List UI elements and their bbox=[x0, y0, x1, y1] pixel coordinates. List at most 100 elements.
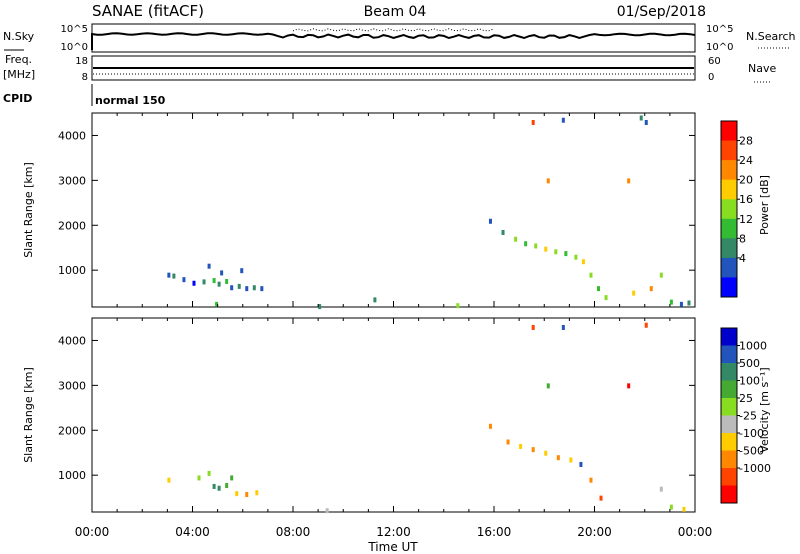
velocity-x-ticks bbox=[91, 318, 696, 512]
echo-point bbox=[579, 461, 583, 467]
station-title: SANAE (fitACF) bbox=[92, 2, 204, 20]
echo-point bbox=[167, 272, 171, 278]
echo-point bbox=[506, 439, 510, 445]
colorbar-swatch bbox=[721, 218, 737, 239]
echo-point bbox=[644, 119, 648, 125]
x-tick-label: 00:00 bbox=[678, 525, 713, 539]
freq-label: Freq. bbox=[5, 53, 32, 66]
echo-point bbox=[182, 277, 186, 283]
colorbar-swatch bbox=[721, 238, 737, 259]
colorbar-swatch bbox=[721, 277, 737, 298]
colorbar-frame bbox=[720, 120, 738, 298]
echo-point bbox=[531, 119, 535, 125]
noise-right-label: N.Search bbox=[746, 30, 796, 43]
cpid-mode: normal 150 bbox=[95, 94, 166, 107]
echo-point bbox=[546, 383, 550, 389]
echo-point bbox=[687, 300, 691, 306]
echo-point bbox=[215, 301, 219, 307]
colorbar-tick-label: -500 bbox=[739, 445, 764, 458]
colorbar-swatch bbox=[721, 363, 737, 381]
beam-label: Beam 04 bbox=[364, 4, 427, 20]
echo-point bbox=[237, 283, 241, 289]
echo-point bbox=[220, 270, 224, 276]
echo-point bbox=[649, 286, 653, 292]
echo-point bbox=[561, 324, 565, 330]
echo-point bbox=[644, 322, 648, 328]
nave-tick-top: 60 bbox=[708, 56, 721, 67]
echo-point bbox=[225, 278, 229, 284]
velocity-colorbar: 1000 500 100 25 -25 -100 -500 -1000 bbox=[720, 327, 771, 504]
colorbar-tick-label: 25 bbox=[739, 392, 753, 405]
echo-point bbox=[581, 259, 585, 265]
noise-left-tick-bottom: 10^0 bbox=[61, 42, 88, 53]
y-tick-label: 2000 bbox=[58, 219, 86, 232]
freq-panel-frame bbox=[91, 55, 696, 81]
nave-tick-bottom: 0 bbox=[708, 72, 714, 83]
echo-point bbox=[207, 263, 211, 269]
colorbar-swatch bbox=[721, 160, 737, 181]
echo-point bbox=[217, 485, 221, 491]
echo-point bbox=[659, 272, 663, 278]
colorbar-tick-label: -1000 bbox=[739, 462, 771, 475]
noise-right-tick-top: 10^5 bbox=[706, 24, 733, 35]
echo-point bbox=[230, 475, 234, 481]
y-tick-label: 2000 bbox=[58, 424, 86, 437]
echo-point bbox=[255, 490, 259, 496]
echo-point bbox=[488, 423, 492, 429]
velocity-colorbar-label: Velocity [m s⁻¹] bbox=[758, 367, 771, 452]
colorbar-swatch bbox=[721, 199, 737, 220]
echo-point bbox=[167, 477, 171, 483]
echo-point bbox=[599, 495, 603, 501]
echo-point bbox=[546, 178, 550, 184]
echo-point bbox=[531, 324, 535, 330]
y-tick-label: 3000 bbox=[58, 379, 86, 392]
nave-label: Nave bbox=[748, 62, 776, 75]
power-colorbar: 28 24 20 16 12 8 4 bbox=[720, 120, 753, 298]
colorbar-tick-label: 28 bbox=[739, 135, 753, 148]
y-tick-label: 1000 bbox=[58, 469, 86, 482]
echo-point bbox=[318, 304, 322, 310]
echo-point bbox=[488, 218, 492, 224]
echo-point bbox=[544, 246, 548, 252]
velocity-y-label: Slant Range [km] bbox=[22, 367, 35, 463]
echo-point bbox=[679, 301, 683, 307]
x-tick-labels: 00:00 04:00 08:00 12:00 16:00 20:00 00:00 bbox=[75, 525, 713, 539]
echo-point bbox=[627, 178, 631, 184]
echo-point bbox=[245, 492, 249, 498]
echo-point bbox=[627, 383, 631, 389]
colorbar-swatch bbox=[721, 345, 737, 364]
colorbar-tick-label: -100 bbox=[739, 427, 764, 440]
noise-right-tick-bottom: 10^0 bbox=[706, 42, 733, 53]
echo-point bbox=[682, 506, 686, 512]
y-tick-label: 1000 bbox=[58, 264, 86, 277]
colorbar-swatch bbox=[721, 398, 737, 416]
power-x-ticks bbox=[91, 113, 696, 307]
echo-point bbox=[260, 286, 264, 292]
echo-point bbox=[207, 470, 211, 476]
echo-point bbox=[669, 299, 673, 305]
echo-point bbox=[252, 285, 256, 291]
noise-sky-series bbox=[91, 32, 696, 50]
x-tick-label: 04:00 bbox=[175, 525, 210, 539]
echo-point bbox=[524, 241, 528, 247]
echo-point bbox=[632, 290, 636, 296]
echo-point bbox=[589, 477, 593, 483]
power-y-label: Slant Range [km] bbox=[22, 162, 35, 258]
echo-point bbox=[456, 303, 460, 309]
freq-tick-top: 18 bbox=[75, 56, 88, 67]
echo-point bbox=[225, 483, 229, 489]
colorbar-tick-label: 20 bbox=[739, 174, 753, 187]
echo-point bbox=[639, 115, 643, 121]
noise-left-label: N.Sky bbox=[3, 30, 35, 43]
echo-point bbox=[604, 295, 608, 301]
colorbar-swatch bbox=[721, 415, 737, 434]
echo-point bbox=[669, 504, 673, 510]
echo-point bbox=[373, 297, 377, 303]
colorbar-swatch bbox=[721, 468, 737, 486]
echo-point bbox=[561, 117, 565, 123]
colorbar-tick-label: 1000 bbox=[739, 340, 767, 353]
echo-point bbox=[544, 450, 548, 456]
velocity-y-axis: 4000 3000 2000 1000 bbox=[58, 334, 695, 482]
colorbar-swatch bbox=[721, 450, 737, 469]
